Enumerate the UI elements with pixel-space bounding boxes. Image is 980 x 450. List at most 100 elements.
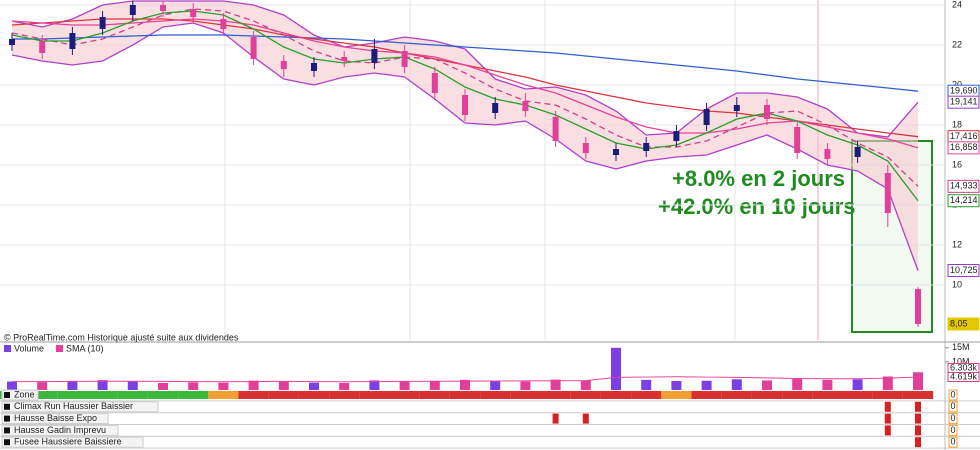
volume-bar: [822, 379, 833, 390]
row-label-bg: [1, 424, 119, 436]
candle-body: [522, 101, 529, 111]
candle-body: [401, 51, 408, 67]
volume-bar: [158, 382, 168, 390]
zone-cell: [389, 391, 420, 399]
y-tick-label: 24: [952, 0, 962, 9]
zone-cell: [298, 391, 330, 399]
price-tag-label: 17,416: [950, 131, 978, 141]
candle-body: [371, 49, 378, 63]
volume-bar: [792, 379, 803, 390]
candle-body: [160, 5, 166, 11]
price-tag-label: 19,690: [950, 86, 978, 96]
zone-cell: [359, 391, 390, 399]
volume-bar: [7, 381, 17, 390]
candle-body: [794, 127, 801, 153]
candle-body: [492, 103, 499, 113]
volume-bar: [731, 379, 742, 390]
candle-body: [582, 143, 589, 153]
signal-bar: [552, 413, 559, 424]
zone-cell: [721, 391, 752, 399]
row-label: Climax Run Haussier Baissier: [14, 401, 133, 411]
volume-tick-label: 10M: [952, 356, 970, 366]
row-icon: [4, 392, 10, 398]
price-tag-label: 19,141: [950, 97, 978, 107]
signal-bar: [884, 401, 891, 412]
volume-bar: [852, 379, 863, 390]
volume-bar: [97, 380, 108, 390]
candle-body: [9, 39, 15, 45]
volume-bar: [641, 379, 652, 390]
annotation: +8.0% en 2 jours: [672, 166, 845, 191]
candle-body: [643, 143, 650, 151]
zone-cell: [419, 391, 450, 399]
row-value-box: [948, 413, 958, 425]
zone-cell: [631, 391, 662, 399]
y-tick-label: 10: [952, 279, 962, 289]
zone-cell: [117, 391, 148, 399]
volume-bar: [37, 382, 48, 390]
row-icon: [4, 439, 10, 446]
candle-body: [915, 289, 921, 324]
volume-bar: [701, 380, 712, 390]
volume-bar: [339, 382, 350, 390]
candle-body: [733, 105, 740, 111]
zone-cell: [842, 391, 873, 399]
zone-cell: [782, 391, 813, 399]
zone-cell: [57, 391, 88, 399]
candle-body: [552, 117, 559, 141]
row-value-box: [948, 389, 958, 401]
candle-body: [824, 149, 831, 159]
volume-bar: [882, 376, 893, 390]
volume-bar: [218, 382, 229, 390]
row-value: 0: [951, 413, 956, 423]
zone-cell: [87, 391, 118, 399]
volume-bar: [520, 381, 531, 390]
candle-body: [673, 131, 680, 141]
zone-cell: [208, 391, 239, 399]
candle-body: [99, 17, 106, 29]
zone-cell: [449, 391, 481, 399]
ma-line: [11, 8, 919, 187]
row-label: Hausse Baisse Expo: [14, 413, 97, 423]
volume-bar: [369, 380, 380, 390]
legend-label: SMA (10): [66, 343, 104, 353]
zone-cell: [751, 391, 783, 399]
price-tag: [947, 194, 980, 208]
row-label: Fusee Haussiere Baissiere: [14, 437, 122, 447]
volume-bar: [429, 381, 440, 390]
price-tag-label: 14,214: [950, 195, 978, 205]
price-tag-label: 8,05: [950, 318, 968, 328]
volume-bar: [127, 381, 138, 390]
volume-tag: [947, 372, 980, 382]
volume-bar: [580, 380, 591, 390]
candle-body: [613, 149, 619, 155]
candle-body: [884, 173, 891, 213]
volume-bar: [913, 372, 923, 390]
row-icon: [4, 415, 10, 422]
zone-cell: [480, 391, 511, 399]
legend-swatch: [56, 345, 63, 352]
zone-cell: [510, 391, 541, 399]
row-label: Hausse Gadin Imprevu: [14, 425, 106, 435]
candle-body: [250, 37, 257, 59]
zone-cell: [178, 391, 209, 399]
candle-body: [69, 33, 76, 49]
volume-bar: [278, 381, 289, 390]
signal-bar: [915, 437, 921, 448]
candle-body: [311, 63, 317, 71]
candle-body: [341, 57, 348, 61]
price-tag: [947, 95, 980, 109]
candle-body: [190, 9, 197, 17]
zone-cell: [540, 391, 571, 399]
price-tag-label: 10,725: [950, 265, 978, 275]
row-value: 0: [951, 425, 956, 435]
zone-cell: [600, 391, 632, 399]
price-tag: [947, 317, 980, 331]
zone-cell: [570, 391, 601, 399]
y-tick-label: 12: [952, 239, 962, 249]
row-label-bg: [1, 413, 109, 425]
candle-body: [703, 109, 710, 125]
zone-cell: [661, 391, 692, 399]
price-tag: [947, 264, 980, 277]
band-line: [11, 22, 919, 271]
